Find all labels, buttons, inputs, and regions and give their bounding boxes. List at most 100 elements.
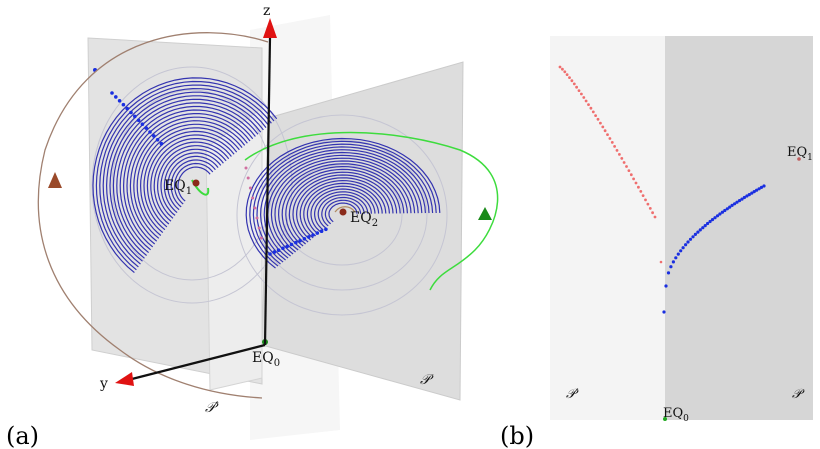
poincare-point [289,242,294,247]
right-spiral-arc [310,188,376,233]
red-point [570,79,574,83]
red-points [558,65,663,264]
red-point [589,106,593,110]
red-point [613,145,616,148]
left-spiral-arc [143,130,238,231]
left-spiral-arc [102,87,270,265]
poincare-point [298,238,302,243]
right-spiral-arc [313,191,372,231]
red-point [572,82,576,86]
blue-point [725,207,729,211]
poincare-point [281,246,285,251]
poincare-point [114,95,118,99]
poincare-point [129,110,133,115]
right-spiral-arc [321,196,365,227]
blue-point [747,193,751,197]
blue-point [688,237,693,241]
blue-point [708,219,712,224]
poincare-point [148,130,152,134]
poincare-point-pink [259,236,263,240]
blue-point [735,200,739,204]
right-spiral-arc [263,151,423,259]
plane-p [261,61,464,401]
poincare-point [276,248,281,252]
left-spiral-arc [95,80,275,271]
blue-point [686,240,690,244]
right-spiral-arc [303,182,383,237]
right-spiral-arc [288,171,398,245]
poincare-point [140,122,145,126]
left-spiral-arc [170,159,216,208]
poincare-point-pink [257,226,261,230]
red-point [568,76,571,79]
blue-point [684,243,688,247]
blue-points [662,184,766,314]
blue-point [713,216,717,220]
poincare-point [117,99,122,103]
red-point [596,117,600,121]
poincare-point [311,233,315,237]
red-point [651,211,654,215]
y-arrow [115,372,134,386]
blue-point [681,246,685,250]
panel-a-tag: (a) [6,422,39,449]
right-spiral-arc [292,174,394,243]
red-point [582,96,586,99]
blue-point [664,284,668,288]
orbit-arrow-brown [48,172,62,188]
red-point [563,70,567,74]
eq2-label: EQ2 [350,210,378,229]
red-point [653,215,657,219]
blue-point [755,188,759,192]
left-spiral-arc [177,166,211,202]
red-point [634,181,638,185]
panel-b: EQ1 EQ0 𝒫 𝒫′ (b) [500,36,813,449]
red-point [637,185,640,189]
panel-a: z y EQ1 EQ2 EQ0 𝒫 𝒫′ (a) [6,3,499,449]
plane-pprime-label: 𝒫′ [205,400,219,416]
blue-point [666,271,671,275]
left-spiral-arc [153,141,230,222]
blue-point [698,228,702,232]
plane-pprime-region [550,36,665,420]
red-point [584,99,588,103]
eq0-label: EQ0 [252,350,280,369]
left-spiral-arc [133,120,246,239]
blue-point [703,224,707,228]
left-spiral-arc [99,84,272,268]
red-point [620,157,624,160]
red-point [610,141,614,144]
axis-z-label: z [263,3,270,19]
blue-point [757,187,761,191]
poincare-point [121,102,126,107]
red-point [659,260,663,264]
red-point [603,129,607,133]
red-point [591,110,595,114]
red-point [622,161,626,164]
left-spiral-arc [160,148,224,216]
blue-point [706,221,710,226]
red-point [618,153,621,156]
left-spiral-arc [92,77,278,274]
right-spiral-arc [281,165,405,249]
right-spiral-arc [270,157,416,255]
poincare-point [144,126,148,130]
poincare-point [306,235,311,239]
red-point [639,190,643,193]
blue-point [730,203,734,207]
right-spiral-arc [256,146,430,263]
right-spiral-arc [245,137,441,269]
y-axis [127,343,266,382]
red-point [615,149,619,152]
plane-pprime-label-b: 𝒫′ [566,387,579,402]
poincare-point-pink [255,216,259,220]
eq2-marker [339,208,347,216]
poincare-point [324,227,328,232]
right-spiral-arc [306,185,380,235]
right-spiral-arcs [245,137,441,269]
right-spiral-arc [285,168,401,247]
red-point [594,114,597,117]
eq0-marker-b [663,417,667,421]
right-spiral-arc [324,199,362,225]
